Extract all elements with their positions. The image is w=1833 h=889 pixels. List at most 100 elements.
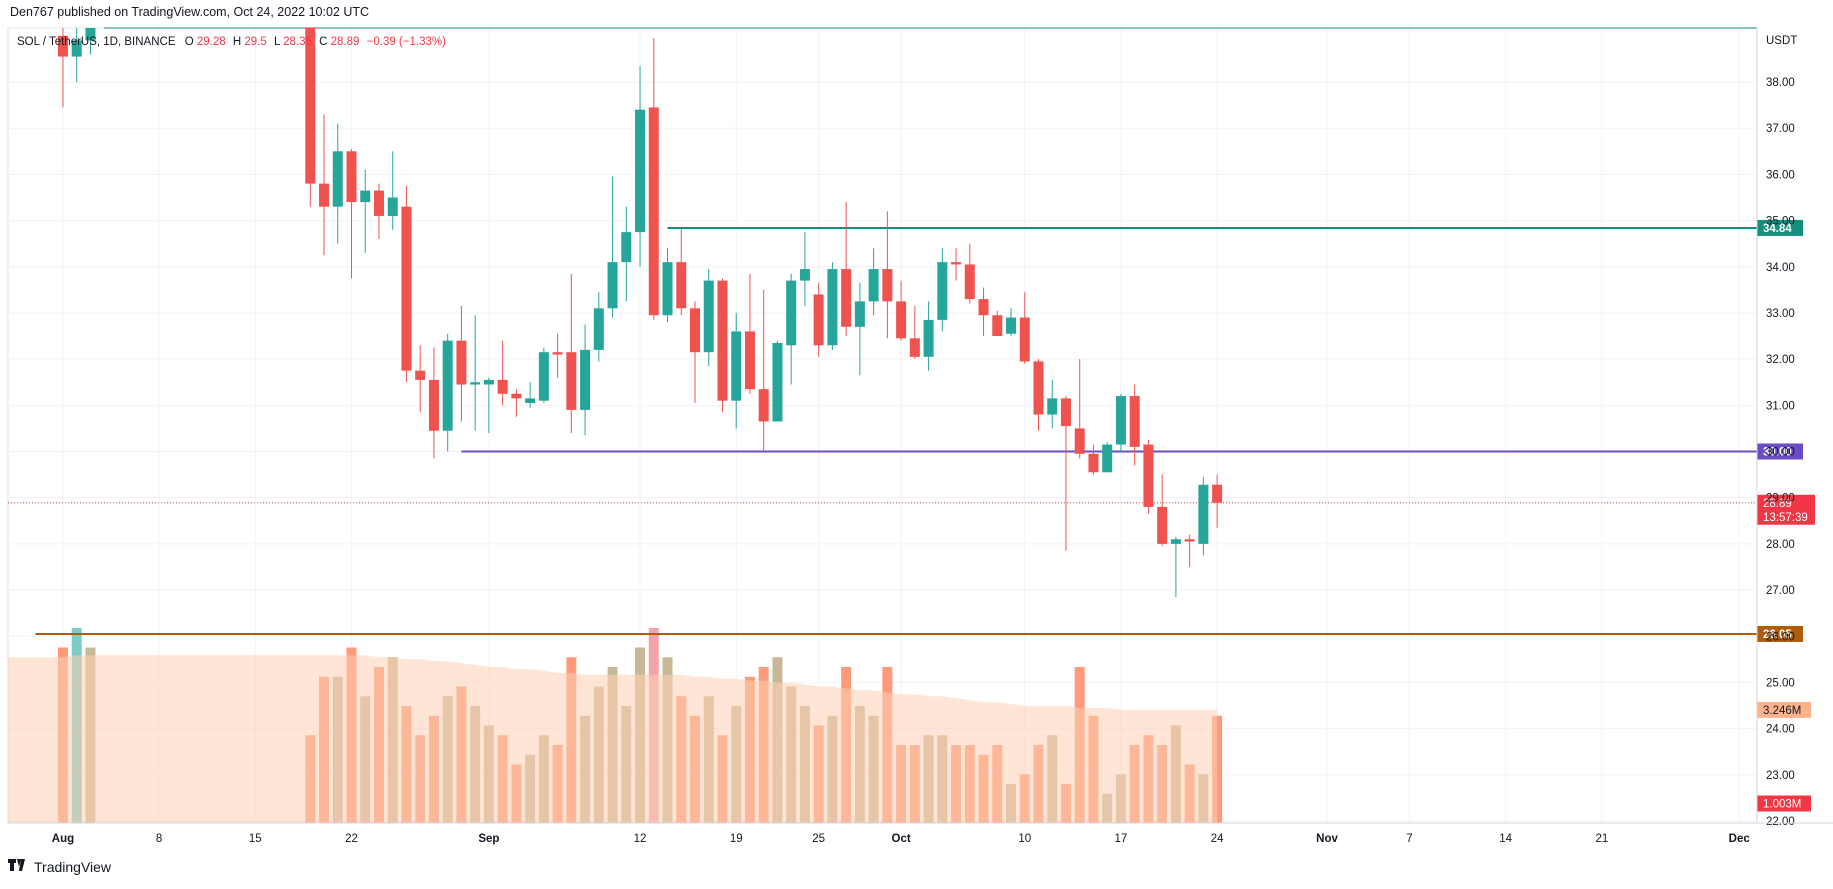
y-tick-label: 30.00 <box>1766 447 1795 459</box>
candle-body <box>1047 398 1058 415</box>
x-tick-label: Aug <box>52 833 74 845</box>
x-tick-label: Sep <box>478 833 499 845</box>
y-tick-label: 24.00 <box>1766 724 1795 736</box>
y-tick-label: 22.00 <box>1766 816 1795 828</box>
y-tick-label: 35.00 <box>1766 216 1795 228</box>
candle-body <box>57 35 68 57</box>
candle-body <box>566 352 577 410</box>
last-price-label: 28.89 <box>1763 498 1792 510</box>
legend-symbol: SOL / TetherUS, 1D, BINANCE <box>17 36 176 48</box>
x-tick-label: 8 <box>156 833 162 845</box>
legend-high-label: H <box>233 36 241 48</box>
y-tick-label: 32.00 <box>1766 354 1795 366</box>
candle-body <box>373 190 384 216</box>
candle-body <box>593 308 604 350</box>
y-tick-label: 23.00 <box>1766 770 1795 782</box>
y-tick-label: 33.00 <box>1766 308 1795 320</box>
candle-body <box>717 280 728 401</box>
y-tick-label: 29.00 <box>1766 493 1795 505</box>
candle-body <box>676 262 687 309</box>
candle-body <box>1088 453 1099 473</box>
candle-body <box>1115 396 1126 445</box>
legend-open-value: 29.28 <box>197 36 226 48</box>
svg-text:SOL / TetherUS, 1D, BINANCE: SOL / TetherUS, 1D, BINANCE O 29.28 H 29… <box>17 36 446 48</box>
x-tick-label: 24 <box>1211 833 1224 845</box>
x-tick-label: Nov <box>1316 833 1338 845</box>
x-tick-label: 17 <box>1115 833 1128 845</box>
volume-ma-tag <box>1757 701 1811 718</box>
candle-body <box>744 331 755 390</box>
tradingview-branding[interactable]: TradingView <box>8 858 111 875</box>
candle-body <box>525 398 536 404</box>
y-tick-label: 26.00 <box>1766 631 1795 643</box>
candle-body <box>456 340 467 385</box>
candle-body <box>497 379 508 394</box>
candle-body <box>415 370 426 380</box>
y-tick-label: 31.00 <box>1766 400 1795 412</box>
candle-body <box>401 206 412 371</box>
candle-body <box>813 294 824 346</box>
candle-body <box>951 262 962 265</box>
candle-body <box>1157 506 1168 544</box>
candle-body <box>758 389 769 422</box>
legend-change: −0.39 (−1.33%) <box>367 36 446 48</box>
candle-body <box>1129 396 1140 447</box>
candle-body <box>1102 444 1113 473</box>
candle-body <box>470 382 481 385</box>
resistance-price-tag <box>1757 219 1803 236</box>
candle-body <box>1033 361 1044 415</box>
x-tick-label: Oct <box>892 833 911 845</box>
candle-body <box>387 197 398 216</box>
volume-last-label: 1.003M <box>1763 799 1801 811</box>
x-tick-label: 22 <box>345 833 358 845</box>
x-tick-label: 12 <box>634 833 647 845</box>
y-tick-label: 28.00 <box>1766 539 1795 551</box>
candle-body <box>305 28 316 184</box>
candle-body <box>690 308 700 353</box>
legend-open-label: O <box>185 36 194 48</box>
y-tick-label: 25.00 <box>1766 677 1795 689</box>
candle-body <box>772 342 783 422</box>
candle-body <box>1170 539 1181 544</box>
candle-body <box>937 262 948 320</box>
candle-body <box>1006 317 1017 334</box>
y-tick-label: 38.00 <box>1766 77 1795 89</box>
candle-body <box>428 379 439 431</box>
volume-last-tag <box>1757 795 1811 812</box>
candle-body <box>1212 484 1223 503</box>
y-tick-label: 37.00 <box>1766 123 1795 135</box>
price-axis[interactable]: 22.00 23.00 24.00 25.00 26.00 27.00 28.00 29.00… <box>1756 28 1797 828</box>
candle-body <box>607 262 618 309</box>
volume-ma-label: 3.246M <box>1763 705 1801 717</box>
candle-body <box>731 331 742 401</box>
candle-body <box>703 280 714 353</box>
volume-histogram <box>8 628 1223 823</box>
candle-body <box>442 340 453 431</box>
bar-countdown-label: 13:57:39 <box>1763 512 1808 524</box>
candle-body <box>1074 428 1085 454</box>
candle-body <box>841 269 852 327</box>
x-tick-label: Dec <box>1729 833 1751 845</box>
low-price-label: 26.05 <box>1763 629 1792 641</box>
publish-info: Den767 published on TradingView.com, Oct… <box>10 5 369 23</box>
x-tick-label: 10 <box>1018 833 1031 845</box>
legend-high-value: 29.5 <box>244 36 266 48</box>
candle-body <box>621 232 632 263</box>
low-price-tag <box>1757 625 1803 642</box>
candle-body <box>332 151 343 207</box>
candle-body <box>992 315 1003 337</box>
legend-close-label: C <box>319 36 327 48</box>
resistance-price-label: 34.84 <box>1763 223 1792 235</box>
x-tick-label: 15 <box>249 833 262 845</box>
last-price-tag <box>1757 494 1815 525</box>
time-axis[interactable]: Aug 8 15 22 Sep 12 19 25 Oct 10 17 24 Nov 7 14 21 Dec <box>0 822 1833 850</box>
symbol-legend: SOL / TetherUS, 1D, BINANCE O 29.28 H 29… <box>17 36 446 48</box>
legend-low-label: L <box>274 36 281 48</box>
price-chart[interactable]: 34.84 30.00 26.05 28.89 13:57:39 3.246M 1.003M… <box>0 0 1833 850</box>
candle-body <box>346 151 357 203</box>
candle-body <box>1019 317 1030 362</box>
candle-body <box>319 183 330 207</box>
currency-label: USDT <box>1766 35 1797 47</box>
support-price-tag <box>1757 443 1803 460</box>
candle-body <box>580 349 591 410</box>
